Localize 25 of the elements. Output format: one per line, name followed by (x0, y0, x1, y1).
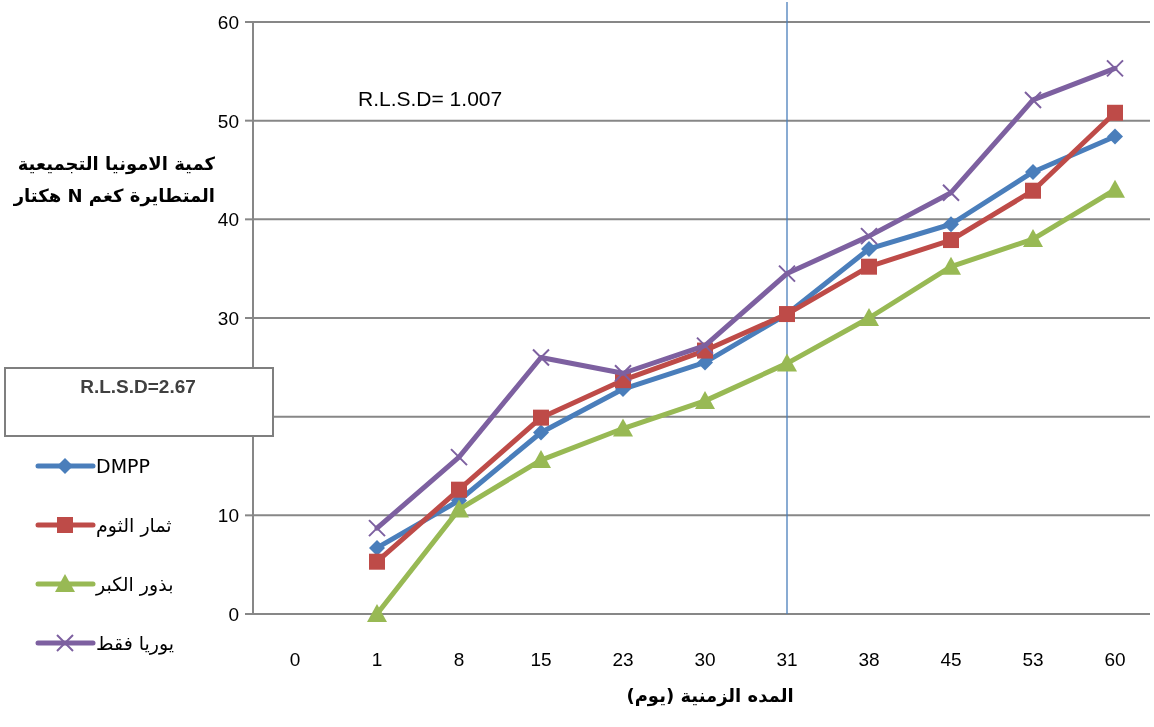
annotation: R.L.S.D= 1.007 (358, 87, 503, 110)
y-tick-label: 60 (217, 12, 239, 33)
y-tick-label: 10 (217, 505, 239, 527)
x-tick-label: 23 (612, 649, 634, 670)
x-tick-label: 38 (858, 649, 880, 670)
text: R.L.S.D=2.67 (80, 376, 196, 397)
x-axis-title: المده الزمنية (يوم) (626, 685, 794, 707)
y-axis-title: كمية الامونيا التجميعية المتطايرة كغم N هكتار (12, 153, 216, 207)
y-tick-label: 0 (228, 604, 239, 625)
x-tick-label: 15 (530, 649, 552, 670)
y-tick-label: 40 (217, 209, 239, 231)
legend-label: يوريا فقط (96, 632, 175, 655)
legend-label: بذور الكبر (95, 573, 174, 596)
x-tick-label: 31 (776, 649, 798, 670)
legend-label: ثمار الثوم (96, 514, 172, 537)
y-tick-label: 50 (217, 110, 239, 132)
x-tick-label: 53 (1022, 649, 1044, 670)
x-tick-label: 1 (371, 649, 383, 670)
legend-label: DMPP (96, 455, 150, 477)
x-tick-label: 60 (1104, 649, 1126, 670)
x-tick-label: 8 (453, 649, 465, 670)
x-tick-label: 0 (289, 649, 301, 670)
x-tick-label: 45 (940, 649, 962, 670)
x-tick-label: 30 (694, 649, 716, 670)
y-tick-label: 30 (217, 308, 239, 329)
